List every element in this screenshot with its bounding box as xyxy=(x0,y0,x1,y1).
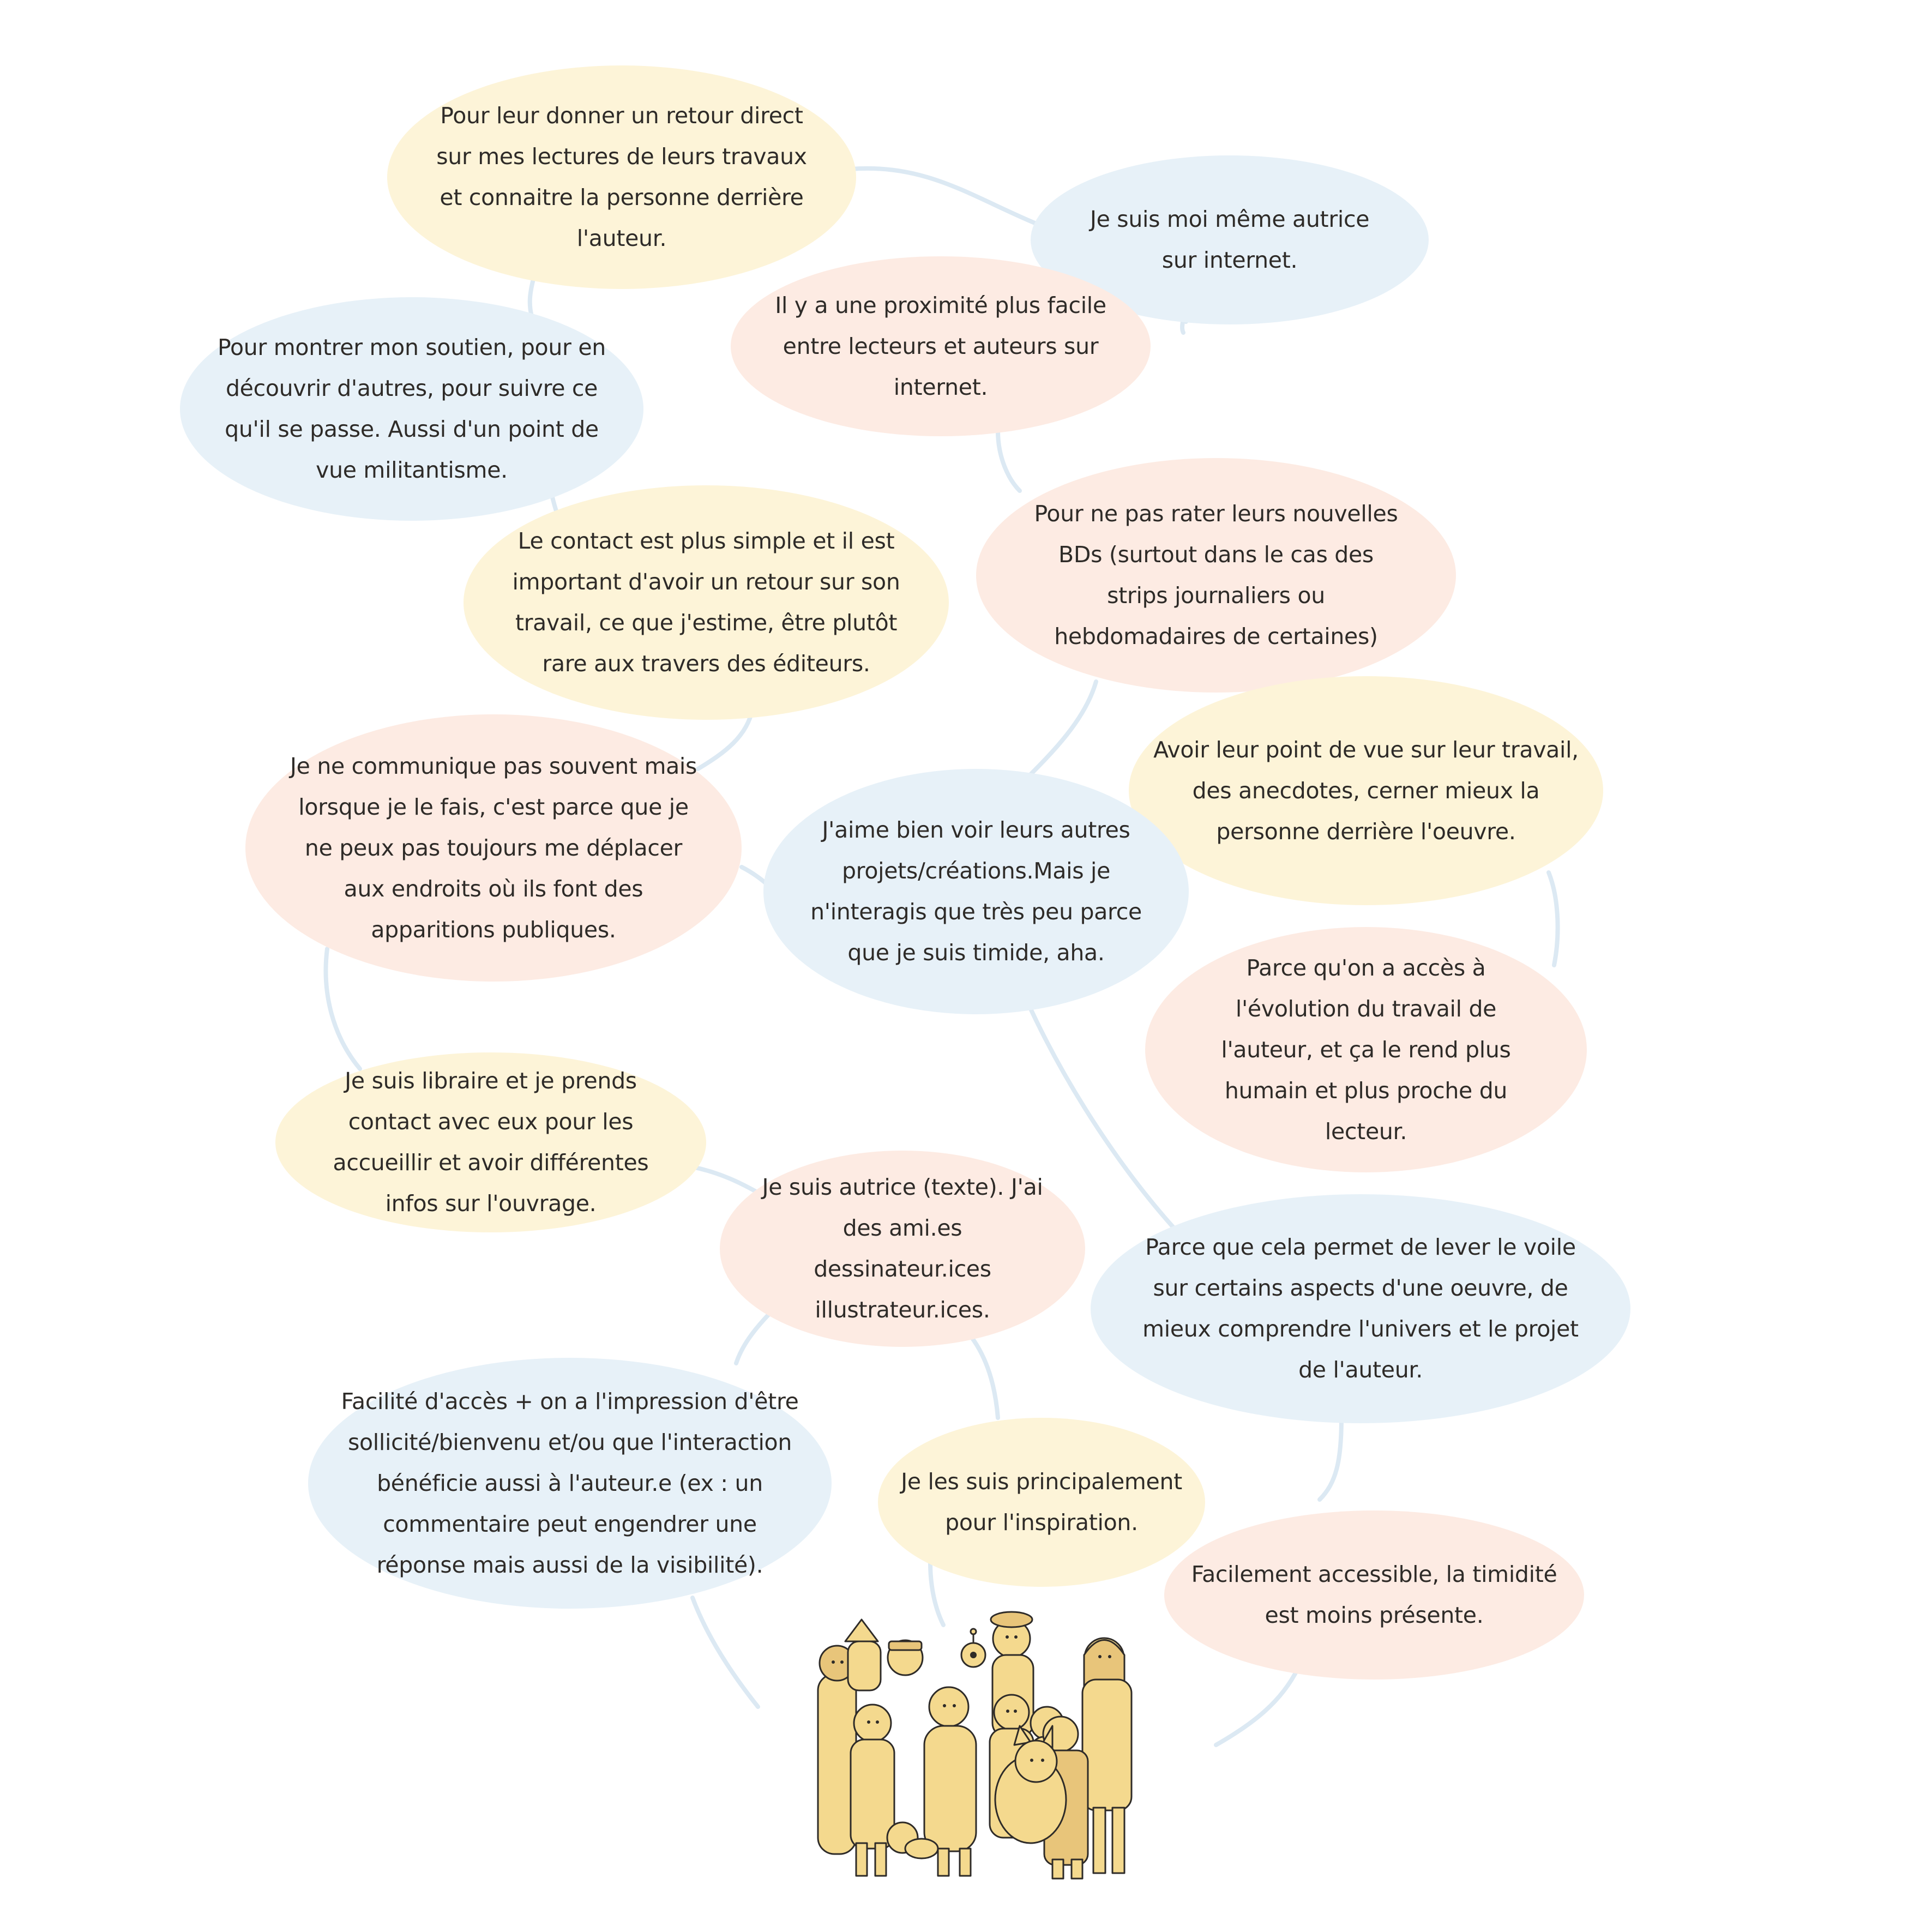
bubble-text: Je les suis principalement pour l'inspir… xyxy=(901,1468,1182,1536)
bubble-facilement-accessible: Facilement accessible, la timidité est m… xyxy=(1164,1510,1584,1680)
bubble-proximite: Il y a une proximité plus facile entre l… xyxy=(731,256,1151,436)
bubble-text: Pour ne pas rater leurs nouvelles BDs (s… xyxy=(1034,501,1398,649)
bubble-text: Parce qu'on a accès à l'évolution du tra… xyxy=(1221,954,1511,1145)
bubble-apparitions-publiques: Je ne communique pas souvent mais lorsqu… xyxy=(245,714,742,982)
bubble-text: Pour montrer mon soutien, pour en découv… xyxy=(218,334,606,483)
bubble-text: Pour leur donner un retour direct sur me… xyxy=(436,103,807,251)
bubble-inspiration: Je les suis principalement pour l'inspir… xyxy=(878,1418,1205,1587)
bubble-autrice-internet: Je suis moi même autrice sur internet. xyxy=(1031,155,1429,324)
crowd-illustration xyxy=(817,1611,1133,1880)
bubble-text: Facilement accessible, la timidité est m… xyxy=(1191,1561,1557,1628)
bubble-point-de-vue: Avoir leur point de vue sur leur travail… xyxy=(1129,676,1603,905)
bubble-soutien-militantisme: Pour montrer mon soutien, pour en découv… xyxy=(180,297,643,521)
bubble-text: J'aime bien voir leurs autres projets/cr… xyxy=(810,817,1142,966)
bubble-timide: J'aime bien voir leurs autres projets/cr… xyxy=(763,769,1189,1014)
bubble-lever-le-voile: Parce que cela permet de lever le voile … xyxy=(1091,1194,1630,1423)
bubble-nouvelles-bds: Pour ne pas rater leurs nouvelles BDs (s… xyxy=(976,458,1456,693)
bubble-evolution-travail: Parce qu'on a accès à l'évolution du tra… xyxy=(1145,927,1587,1172)
bubble-text: Parce que cela permet de lever le voile … xyxy=(1142,1234,1579,1383)
bubble-text: Il y a une proximité plus facile entre l… xyxy=(775,292,1106,400)
bubble-text: Je suis libraire et je prends contact av… xyxy=(333,1068,649,1217)
bubble-autrice-texte: Je suis autrice (texte). J'ai des ami.es… xyxy=(720,1151,1085,1347)
bubble-libraire: Je suis libraire et je prends contact av… xyxy=(275,1052,706,1232)
bubble-text: Je ne communique pas souvent mais lorsqu… xyxy=(290,753,697,943)
bubble-text: Je suis moi même autrice sur internet. xyxy=(1090,206,1370,273)
bubble-contact-simple: Le contact est plus simple et il est imp… xyxy=(464,485,949,720)
bubble-text: Facilité d'accès + on a l'impression d'ê… xyxy=(341,1388,799,1578)
bubble-facilite-acces: Facilité d'accès + on a l'impression d'ê… xyxy=(308,1358,832,1609)
bubble-text: Le contact est plus simple et il est imp… xyxy=(512,528,900,677)
bubble-text: Avoir leur point de vue sur leur travail… xyxy=(1153,736,1579,845)
bubble-retour-direct: Pour leur donner un retour direct sur me… xyxy=(387,65,856,289)
bubble-text: Je suis autrice (texte). J'ai des ami.es… xyxy=(762,1174,1043,1323)
